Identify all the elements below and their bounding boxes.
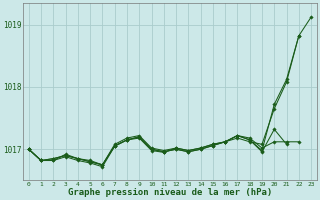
X-axis label: Graphe pression niveau de la mer (hPa): Graphe pression niveau de la mer (hPa) (68, 188, 272, 197)
